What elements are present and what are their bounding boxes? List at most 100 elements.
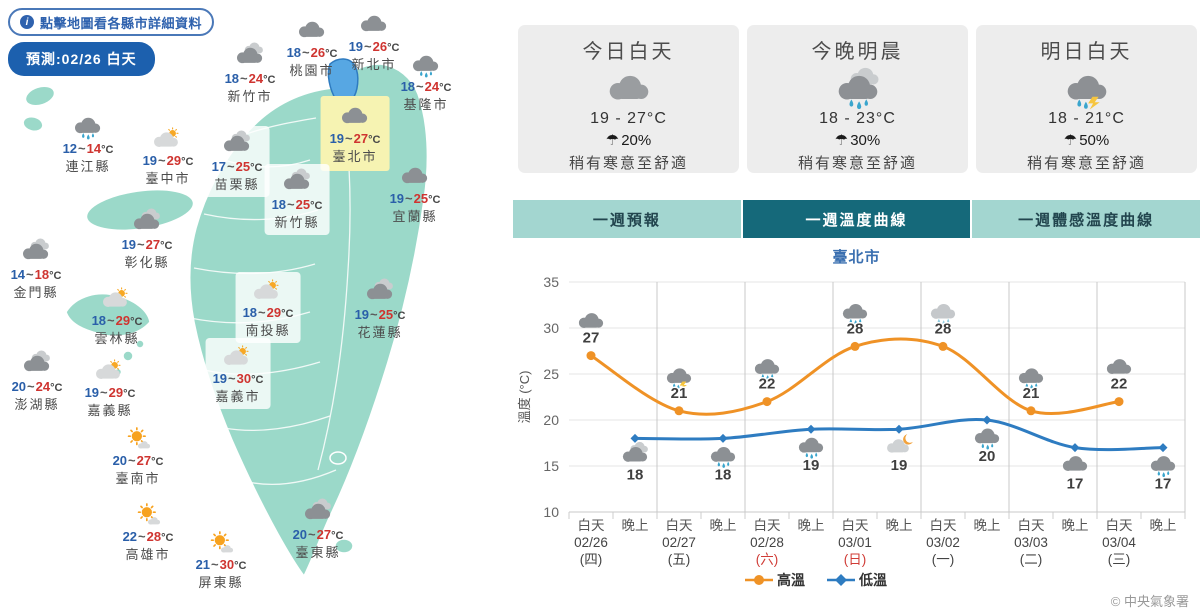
cloud-weather-icon xyxy=(397,162,433,190)
temp-unit: °C xyxy=(281,308,294,320)
map-location-4[interactable]: 18~24°C 新竹市 xyxy=(225,42,276,105)
map-location-9[interactable]: 17~25°C 苗栗縣 xyxy=(204,126,270,197)
map-location-13[interactable]: 19~27°C 彰化縣 xyxy=(122,208,173,271)
temp-tilde: ~ xyxy=(158,153,166,168)
x-label-weekday: (四) xyxy=(580,552,603,567)
location-temp: 19~27°C xyxy=(330,131,381,147)
map-location-18[interactable]: 19~30°C 嘉義市 xyxy=(205,338,271,409)
map-location-3[interactable]: 20~24°C 澎湖縣 xyxy=(12,350,63,413)
location-name: 嘉義市 xyxy=(215,389,261,405)
x-label-weekday: (日) xyxy=(844,552,867,567)
temp-low: 20 xyxy=(112,453,128,468)
legend-low-label: 低溫 xyxy=(858,572,887,588)
map-location-12[interactable]: 19~25°C 宜蘭縣 xyxy=(390,162,441,225)
x-label-night: 晚上 xyxy=(1150,518,1177,533)
chart-tabs: 一週預報 一週溫度曲線 一週體感溫度曲線 xyxy=(513,200,1200,238)
data-point-label: 27 xyxy=(583,330,600,347)
temp-high: 27 xyxy=(145,237,161,252)
temp-low: 20 xyxy=(292,527,308,542)
map-location-1[interactable]: 12~14°C 連江縣 xyxy=(63,112,113,175)
map-location-8[interactable]: 19~27°C 臺北市 xyxy=(320,96,390,171)
low-temp-marker xyxy=(1158,443,1168,453)
map-location-14[interactable]: 18~29°C 南投縣 xyxy=(235,272,301,343)
card-title: 今日白天 xyxy=(582,41,675,63)
location-temp: 18~24°C xyxy=(225,71,276,87)
location-name: 嘉義縣 xyxy=(87,403,133,419)
map-location-11[interactable]: 18~25°C 新竹縣 xyxy=(264,164,330,235)
temp-unit: °C xyxy=(181,156,194,168)
temp-tilde: ~ xyxy=(26,267,34,282)
data-point-label: 19 xyxy=(803,457,820,474)
location-temp: 19~29°C xyxy=(143,153,194,169)
temp-unit: °C xyxy=(387,42,400,54)
map-location-10[interactable]: 19~29°C 臺中市 xyxy=(143,124,194,187)
temp-tilde: ~ xyxy=(137,237,145,252)
forecast-card-3: 明日白天 18 - 21°C ☂ 50% 稍有寒意至舒適 xyxy=(976,25,1197,173)
x-label-day: 白天 xyxy=(578,518,606,533)
temp-high: 29 xyxy=(108,385,124,400)
temp-high: 29 xyxy=(115,313,131,328)
x-label-weekday: (六) xyxy=(756,552,779,567)
high-temp-marker xyxy=(850,341,860,351)
card-rain-probability: ☂ 20% xyxy=(606,131,651,149)
tab-weekly-temp-curve[interactable]: 一週溫度曲線 xyxy=(742,200,971,238)
map-location-22[interactable]: 20~27°C 臺東縣 xyxy=(293,498,344,561)
temp-high: 24 xyxy=(35,379,51,394)
map-location-labels: 12~14°C 連江縣 14~18°C 金門縣 20~24°C 澎湖縣 18~24°C 新竹市… xyxy=(0,0,513,616)
umbrella-icon: ☂ xyxy=(834,132,849,149)
temp-tilde: ~ xyxy=(287,197,295,212)
temp-unit: °C xyxy=(439,82,452,94)
moon-cloud-weather-icon xyxy=(887,434,913,452)
location-temp: 19~27°C xyxy=(122,237,173,253)
location-name: 臺北市 xyxy=(332,149,378,165)
tab-weekly-forecast[interactable]: 一週預報 xyxy=(513,200,741,238)
cloud-weather-icon xyxy=(1107,359,1131,374)
temp-low: 21 xyxy=(195,557,211,572)
location-name: 基隆市 xyxy=(403,97,449,113)
x-label-date: 02/26 xyxy=(574,535,608,550)
island-matsu xyxy=(24,85,56,107)
chart-city-title: 臺北市 xyxy=(832,249,881,266)
temp-unit: °C xyxy=(151,456,164,468)
temp-tilde: ~ xyxy=(364,39,372,54)
x-label-weekday: (二) xyxy=(1020,552,1043,567)
forecast-date-button[interactable]: 預測:02/26 白天 xyxy=(8,42,155,76)
high-temp-marker xyxy=(762,397,772,407)
location-temp: 19~25°C xyxy=(390,191,441,207)
map-location-16[interactable]: 18~29°C 雲林縣 xyxy=(92,284,142,347)
forecast-card-1: 今日白天 19 - 27°C ☂ 20% 稍有寒意至舒適 xyxy=(518,25,739,173)
map-location-19[interactable]: 20~27°C 臺南市 xyxy=(112,424,164,487)
map-location-17[interactable]: 19~29°C 嘉義縣 xyxy=(85,356,135,419)
temp-unit: °C xyxy=(50,382,63,394)
cloud2-weather-icon xyxy=(18,238,54,266)
temp-tilde: ~ xyxy=(128,453,136,468)
location-name: 南投縣 xyxy=(245,323,291,339)
location-temp: 19~25°C xyxy=(355,307,406,323)
low-temp-marker xyxy=(982,415,992,425)
x-label-day: 白天 xyxy=(666,518,694,533)
map-location-2[interactable]: 14~18°C 金門縣 xyxy=(11,238,61,301)
location-temp: 20~27°C xyxy=(293,527,344,543)
temp-high: 18 xyxy=(34,267,50,282)
temp-high: 26 xyxy=(310,45,326,60)
card-comfort-text: 稍有寒意至舒適 xyxy=(1026,155,1146,172)
map-location-15[interactable]: 19~25°C 花蓮縣 xyxy=(355,278,406,341)
location-name: 新竹市 xyxy=(227,89,273,105)
map-location-6[interactable]: 19~26°C 新北市 xyxy=(348,10,400,73)
x-label-night: 晚上 xyxy=(1062,518,1089,533)
map-location-5[interactable]: 18~26°C 桃園市 xyxy=(286,16,337,79)
map-location-20[interactable]: 22~28°C 高雄市 xyxy=(123,500,173,563)
rain-weather-icon xyxy=(408,50,444,78)
cloud-weather-icon xyxy=(1063,456,1087,471)
tab-weekly-feel-temp-curve[interactable]: 一週體感溫度曲線 xyxy=(972,200,1200,238)
rain-weather-icon xyxy=(1151,456,1175,477)
location-name: 金門縣 xyxy=(13,285,59,301)
temp-low: 18 xyxy=(286,45,302,60)
map-hint-text: 點擊地圖看各縣市詳細資料 xyxy=(40,15,203,31)
cloud-weather-icon xyxy=(579,313,603,328)
temp-low: 19 xyxy=(348,39,364,54)
map-location-7[interactable]: 18~24°C 基隆市 xyxy=(401,50,452,113)
temp-high: 26 xyxy=(372,39,388,54)
map-location-21[interactable]: 21~30°C 屏東縣 xyxy=(195,528,246,591)
